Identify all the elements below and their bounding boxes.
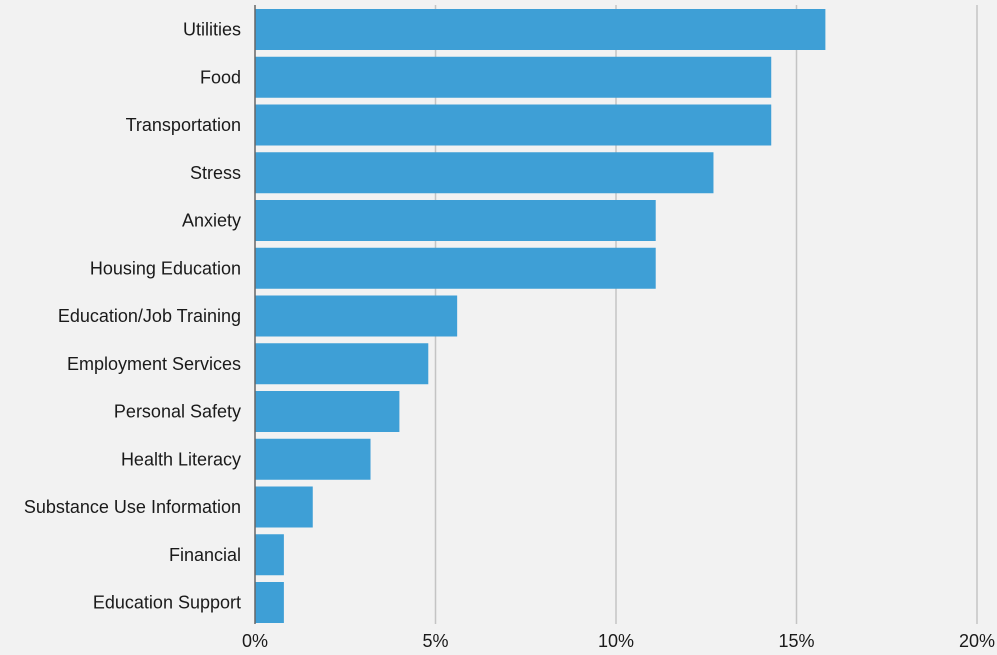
category-label: Housing Education [90, 258, 241, 278]
category-label: Health Literacy [121, 449, 241, 469]
bar [255, 56, 772, 98]
bar [255, 152, 714, 194]
category-label: Employment Services [67, 354, 241, 374]
x-tick-label: 5% [422, 631, 448, 650]
category-labels: Utilities Food Transportation Stress Anxiety… [24, 20, 241, 613]
category-label: Substance Use Information [24, 497, 241, 517]
category-label: Food [200, 67, 241, 87]
x-tick-label: 15% [778, 631, 814, 650]
category-label: Utilities [183, 20, 241, 40]
bar [255, 534, 284, 576]
x-tick-label: 10% [598, 631, 634, 650]
category-label: Education/Job Training [58, 306, 241, 326]
bars [255, 9, 826, 623]
category-label: Stress [190, 163, 241, 183]
bar [255, 343, 429, 385]
category-label: Anxiety [182, 211, 241, 231]
bar [255, 247, 656, 289]
category-label: Financial [169, 545, 241, 565]
bar [255, 486, 313, 528]
bar [255, 582, 284, 623]
category-label: Transportation [126, 115, 241, 135]
bar [255, 104, 772, 146]
category-label: Education Support [93, 593, 241, 613]
bar [255, 295, 458, 337]
gridlines [434, 5, 978, 624]
bar [255, 391, 400, 432]
bar [255, 200, 656, 241]
x-tick-labels: 0% 5% 10% 15% 20% [242, 631, 995, 651]
bar [255, 9, 826, 50]
category-label: Personal Safety [114, 402, 241, 422]
bar [255, 438, 371, 480]
x-tick-label: 20% [959, 631, 995, 650]
x-tick-label: 0% [242, 631, 268, 650]
